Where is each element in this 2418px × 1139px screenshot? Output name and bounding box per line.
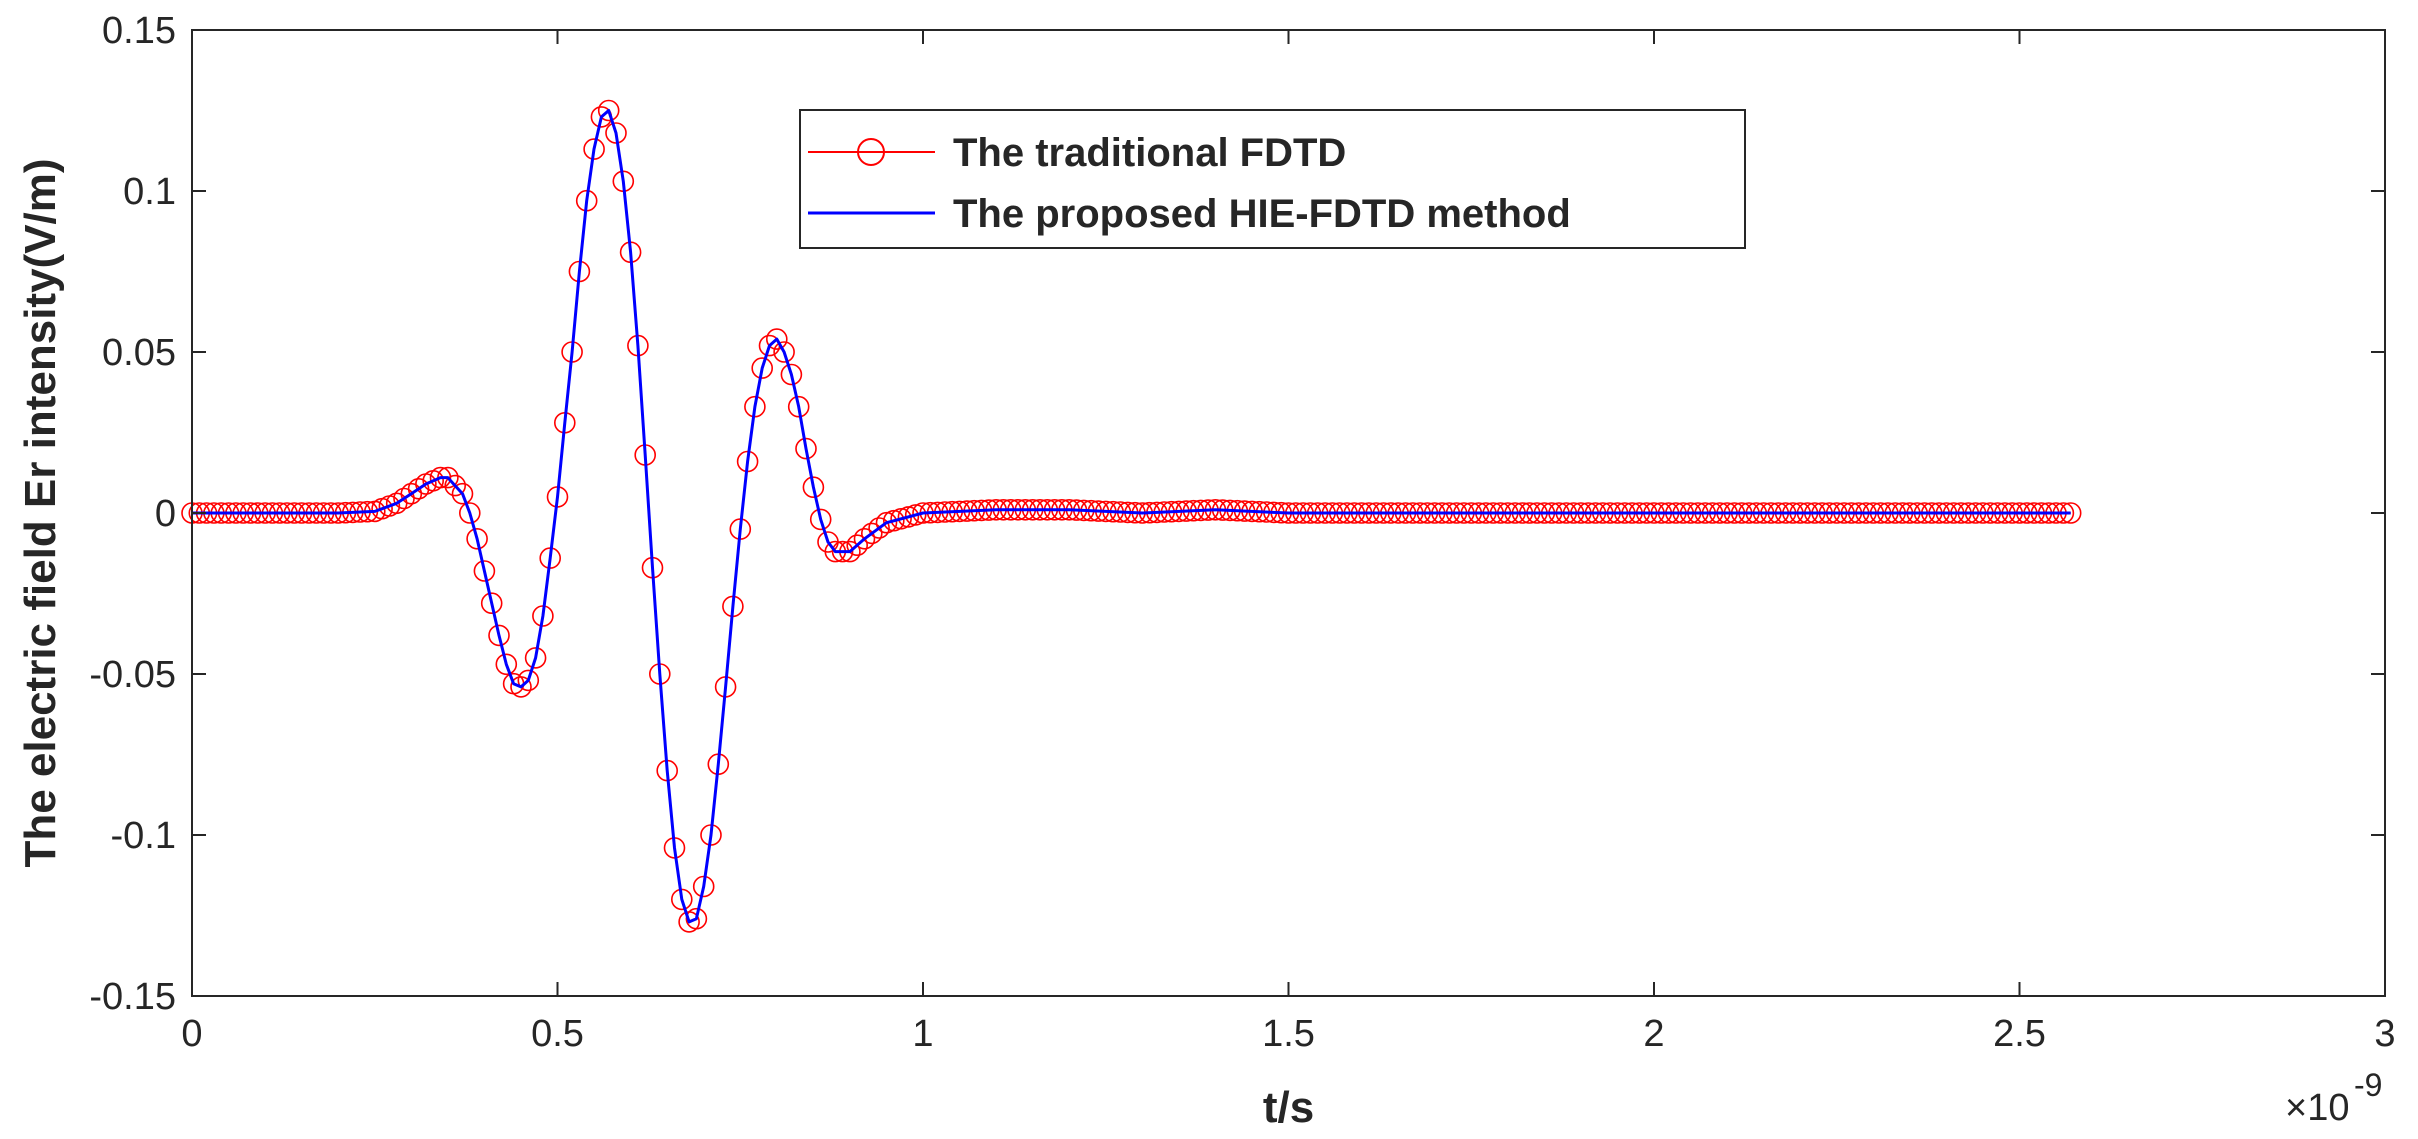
series-marker-traditional-fdtd [458, 502, 481, 524]
series-marker-traditional-fdtd [780, 363, 803, 386]
series-marker-traditional-fdtd [451, 482, 474, 505]
y-tick-label: -0.05 [89, 654, 176, 696]
series-marker-traditional-fdtd [897, 506, 920, 528]
series-marker-traditional-fdtd [860, 522, 883, 545]
x-tick-label: 0 [181, 1013, 202, 1055]
x-tick-label: 1.5 [1262, 1013, 1315, 1055]
x-tick-label: 3 [2374, 1013, 2395, 1055]
y-tick-label: 0.1 [123, 171, 176, 213]
series-marker-traditional-fdtd [480, 592, 503, 615]
series-marker-traditional-fdtd [751, 357, 774, 379]
series-marker-traditional-fdtd [444, 474, 467, 497]
series-marker-traditional-fdtd [597, 99, 620, 122]
x-tick-label: 2 [1643, 1013, 1664, 1055]
series-marker-traditional-fdtd [495, 653, 518, 676]
y-axis: -0.15 -0.1 -0.05 0 0.05 0.1 0.15 [89, 10, 2385, 1018]
series-marker-traditional-fdtd [809, 508, 832, 531]
series-marker-traditional-fdtd [488, 624, 510, 647]
series-marker-traditional-fdtd [765, 328, 788, 350]
series-marker-traditional-fdtd [831, 540, 854, 563]
x-axis: 0 0.5 1 1.5 2 2.5 3 [181, 30, 2396, 1055]
x-exponent-base: ×10 [2285, 1087, 2349, 1129]
x-axis-title: t/s [1263, 1083, 1314, 1132]
series-marker-traditional-fdtd [875, 511, 898, 534]
legend-marker-traditional-fdtd [857, 138, 885, 166]
x-tick-label: 2.5 [1993, 1013, 2046, 1055]
series-line-hie-fdtd [192, 109, 2071, 924]
series-marker-traditional-fdtd [473, 560, 496, 582]
y-tick-label: 0 [155, 493, 176, 535]
y-tick-label: -0.15 [89, 976, 176, 1018]
series-marker-traditional-fdtd [853, 527, 876, 550]
y-axis-title: The electric field Er intensity(V/m) [16, 158, 65, 867]
x-axis-exponent: ×10 -9 [2285, 1067, 2382, 1129]
plot-series [181, 99, 2082, 933]
series-marker-traditional-fdtd [868, 517, 890, 539]
series-marker-traditional-fdtd [795, 437, 817, 460]
series-marker-traditional-fdtd [773, 341, 795, 363]
y-tick-label: 0.15 [102, 10, 176, 52]
series-marker-traditional-fdtd [846, 534, 869, 557]
series-marker-traditional-fdtd [787, 395, 810, 418]
x-tick-label: 1 [912, 1013, 933, 1055]
y-tick-label: 0.05 [102, 332, 176, 374]
series-marker-traditional-fdtd [524, 647, 547, 669]
series-marker-traditional-fdtd [802, 476, 825, 499]
series-marker-traditional-fdtd [517, 669, 540, 692]
series-marker-traditional-fdtd [904, 504, 927, 526]
legend: The traditional FDTD The proposed HIE-FD… [799, 109, 1746, 249]
legend-label-hie-fdtd: The proposed HIE-FDTD method [953, 192, 1571, 236]
series-marker-traditional-fdtd [890, 507, 912, 530]
series-marker-traditional-fdtd [466, 527, 488, 550]
y-tick-label: -0.1 [111, 815, 176, 857]
legend-label-traditional-fdtd: The traditional FDTD [953, 131, 1346, 175]
x-exponent-power: -9 [2354, 1067, 2382, 1103]
series-marker-traditional-fdtd [510, 676, 532, 698]
legend-box [799, 109, 1746, 249]
x-tick-label: 0.5 [531, 1013, 584, 1055]
series-marker-traditional-fdtd [882, 509, 905, 532]
series-marker-traditional-fdtd [685, 907, 708, 930]
